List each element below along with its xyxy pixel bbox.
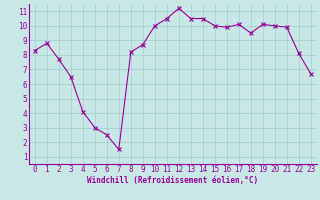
X-axis label: Windchill (Refroidissement éolien,°C): Windchill (Refroidissement éolien,°C) xyxy=(87,176,258,185)
